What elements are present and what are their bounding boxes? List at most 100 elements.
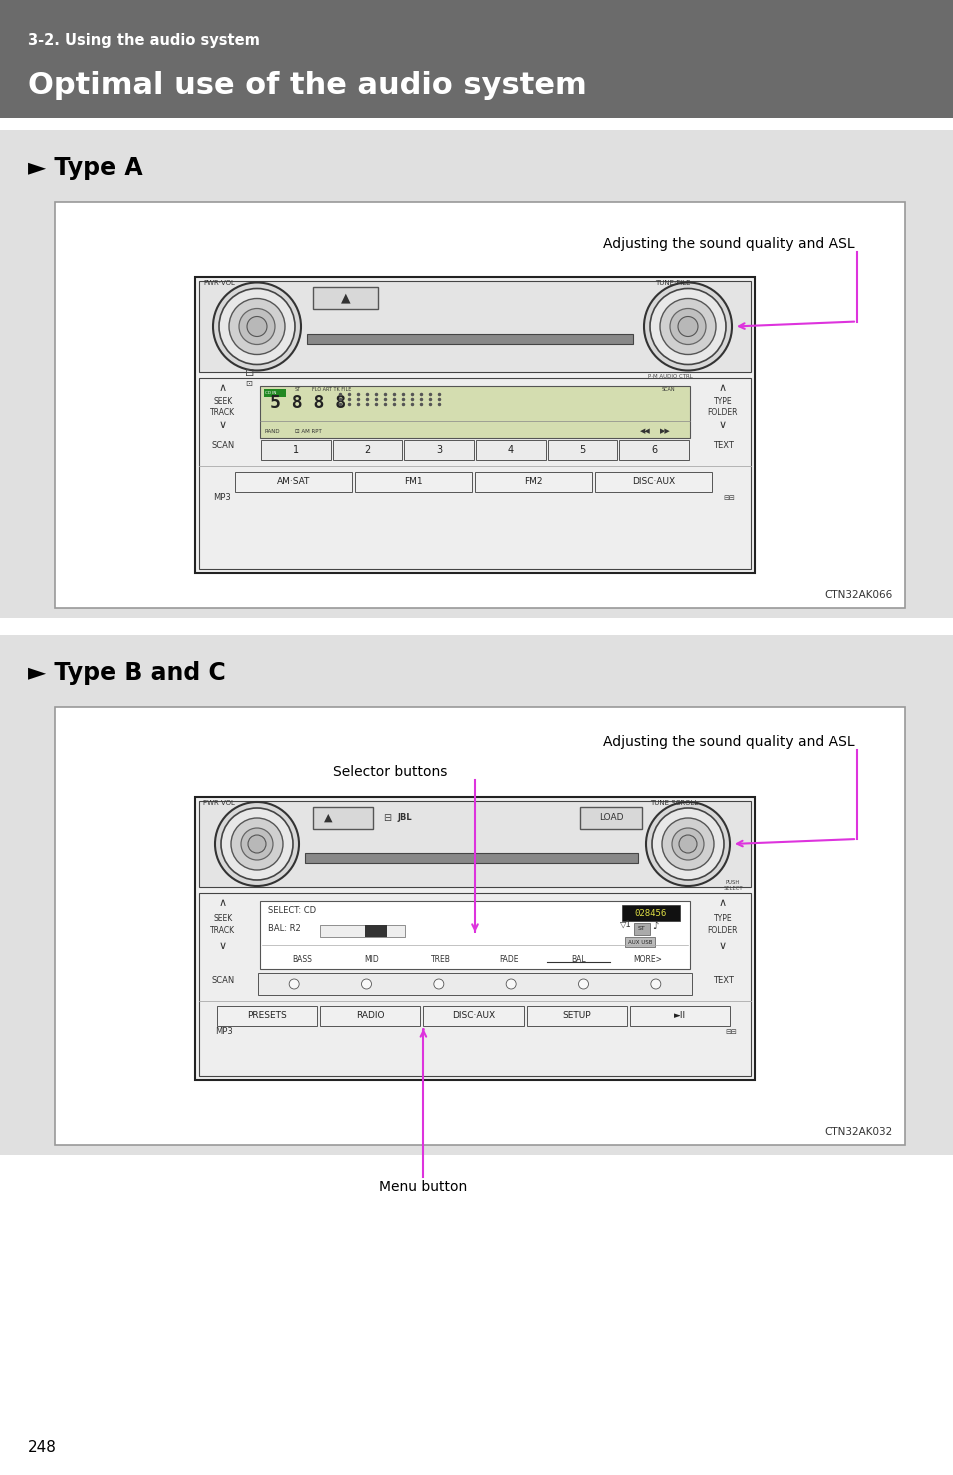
Text: 248: 248 bbox=[28, 1441, 57, 1456]
Text: JBL: JBL bbox=[396, 814, 411, 823]
Circle shape bbox=[651, 808, 723, 881]
Bar bbox=[0, 636, 953, 1155]
Circle shape bbox=[229, 298, 285, 354]
Circle shape bbox=[661, 819, 713, 870]
Bar bbox=[257, 974, 691, 996]
Text: TYPE: TYPE bbox=[713, 397, 732, 406]
Text: ⊡: ⊡ bbox=[245, 379, 252, 388]
Text: FM2: FM2 bbox=[524, 478, 542, 487]
Text: ∨: ∨ bbox=[719, 941, 726, 951]
Text: 3: 3 bbox=[436, 445, 442, 454]
Bar bbox=[621, 906, 679, 920]
Text: TYPE: TYPE bbox=[713, 914, 732, 923]
Text: ⊟⊟: ⊟⊟ bbox=[722, 496, 734, 502]
Circle shape bbox=[231, 819, 283, 870]
Bar bbox=[547, 440, 617, 460]
Text: ▽1: ▽1 bbox=[619, 920, 631, 929]
Text: CD IN: CD IN bbox=[265, 391, 276, 395]
Text: P·M AUDIO CTRL: P·M AUDIO CTRL bbox=[647, 375, 692, 379]
Text: PWR·VOL: PWR·VOL bbox=[203, 280, 234, 286]
Bar bbox=[313, 807, 373, 829]
Text: ▲: ▲ bbox=[340, 292, 350, 304]
Circle shape bbox=[671, 827, 703, 860]
Text: TEXT: TEXT bbox=[712, 441, 733, 450]
Bar bbox=[629, 1006, 729, 1027]
Circle shape bbox=[247, 317, 267, 336]
Circle shape bbox=[248, 835, 266, 853]
Text: ◀◀: ◀◀ bbox=[639, 428, 650, 434]
Text: BAL: BAL bbox=[571, 954, 585, 963]
Text: TRACK: TRACK bbox=[211, 926, 235, 935]
Text: BASS: BASS bbox=[293, 954, 313, 963]
Bar bbox=[595, 472, 711, 493]
Text: FADE: FADE bbox=[499, 954, 518, 963]
Text: PWR VOL: PWR VOL bbox=[203, 799, 234, 805]
Text: ST: ST bbox=[294, 386, 301, 392]
Bar bbox=[333, 440, 402, 460]
Text: TEXT: TEXT bbox=[712, 976, 733, 985]
Bar bbox=[199, 378, 750, 569]
Text: MORE>: MORE> bbox=[633, 954, 661, 963]
Bar bbox=[365, 925, 387, 937]
Circle shape bbox=[643, 283, 731, 370]
Text: MID: MID bbox=[364, 954, 378, 963]
Circle shape bbox=[679, 835, 697, 853]
Text: ∨: ∨ bbox=[218, 941, 227, 951]
Circle shape bbox=[506, 979, 516, 990]
Bar bbox=[579, 807, 641, 829]
Circle shape bbox=[659, 298, 716, 354]
Bar bbox=[55, 202, 904, 608]
Bar bbox=[199, 892, 750, 1075]
Text: SCAN: SCAN bbox=[212, 441, 234, 450]
Bar bbox=[618, 440, 688, 460]
Text: FOLDER: FOLDER bbox=[707, 409, 738, 417]
Text: ∧: ∧ bbox=[218, 384, 227, 392]
Text: SCAN: SCAN bbox=[661, 386, 675, 392]
Text: CTN32AK032: CTN32AK032 bbox=[824, 1127, 892, 1137]
Bar bbox=[216, 1006, 316, 1027]
Circle shape bbox=[649, 289, 725, 364]
Text: ⊟⊟: ⊟⊟ bbox=[724, 1030, 737, 1035]
Bar bbox=[199, 801, 750, 886]
Text: SETUP: SETUP bbox=[562, 1012, 591, 1021]
Text: 5 8 8 8: 5 8 8 8 bbox=[270, 394, 346, 412]
Text: Menu button: Menu button bbox=[379, 1180, 467, 1193]
Bar bbox=[260, 901, 689, 969]
Circle shape bbox=[239, 308, 274, 345]
Text: 028456: 028456 bbox=[634, 909, 666, 917]
Text: CTN32AK066: CTN32AK066 bbox=[824, 590, 892, 600]
Text: ∧: ∧ bbox=[719, 384, 726, 392]
Bar bbox=[305, 853, 638, 863]
Circle shape bbox=[578, 979, 588, 990]
Text: ► Type B and C: ► Type B and C bbox=[28, 661, 226, 684]
Text: PUSH
SELECT: PUSH SELECT bbox=[722, 881, 742, 891]
Bar bbox=[320, 1006, 420, 1027]
Text: ∨: ∨ bbox=[218, 420, 227, 431]
Text: Optimal use of the audio system: Optimal use of the audio system bbox=[28, 71, 586, 99]
Text: ►II: ►II bbox=[673, 1012, 685, 1021]
Bar bbox=[194, 796, 754, 1080]
Text: ⊡ AM RPT: ⊡ AM RPT bbox=[294, 429, 321, 434]
Bar bbox=[319, 925, 405, 937]
Circle shape bbox=[214, 802, 298, 886]
Text: FOLDER: FOLDER bbox=[707, 926, 738, 935]
Text: 3-2. Using the audio system: 3-2. Using the audio system bbox=[28, 32, 259, 47]
Bar bbox=[199, 282, 750, 372]
Text: 6: 6 bbox=[650, 445, 657, 454]
Circle shape bbox=[645, 802, 729, 886]
Text: ST: ST bbox=[638, 926, 645, 932]
Text: ► Type A: ► Type A bbox=[28, 156, 143, 180]
Bar bbox=[307, 333, 633, 344]
Text: Adjusting the sound quality and ASL: Adjusting the sound quality and ASL bbox=[602, 237, 854, 251]
Circle shape bbox=[669, 308, 705, 345]
Text: Selector buttons: Selector buttons bbox=[333, 766, 447, 779]
Bar bbox=[55, 707, 904, 1145]
Text: ∧: ∧ bbox=[719, 898, 726, 909]
Text: TUNE·FILE: TUNE·FILE bbox=[655, 280, 690, 286]
Text: ♪: ♪ bbox=[651, 920, 658, 931]
Text: FM1: FM1 bbox=[404, 478, 422, 487]
Text: ∨: ∨ bbox=[719, 420, 726, 431]
Bar bbox=[526, 1006, 626, 1027]
Bar bbox=[624, 937, 655, 947]
Text: RAND: RAND bbox=[265, 429, 280, 434]
